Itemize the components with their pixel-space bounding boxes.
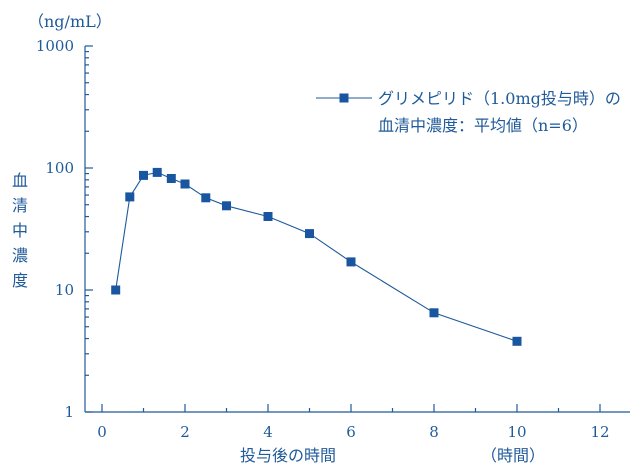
legend-label: 血清中濃度：平均値（n=6） xyxy=(378,116,588,135)
y-tick-label: 100 xyxy=(45,159,74,177)
data-point xyxy=(166,174,176,183)
data-point xyxy=(305,229,314,239)
x-tick-label: 0 xyxy=(97,423,107,441)
x-axis-unit: （時間） xyxy=(481,446,545,465)
x-tick-label: 4 xyxy=(263,423,273,441)
y-axis-label-char: 血 xyxy=(12,171,28,190)
y-axis-label-char: 中 xyxy=(12,221,28,240)
x-tick-label: 10 xyxy=(507,423,526,441)
data-point xyxy=(429,308,439,318)
series-layer xyxy=(111,167,522,346)
y-axis-unit: （ng/mL） xyxy=(28,12,112,31)
series-line xyxy=(115,171,518,342)
y-axis-label: 血清中濃度 xyxy=(12,171,28,290)
y-tick-label: 10 xyxy=(55,281,74,299)
data-point xyxy=(152,167,162,177)
x-tick-label: 12 xyxy=(590,423,609,441)
y-axis-label-char: 度 xyxy=(12,271,28,290)
axes: 1 10 100 1000 0 2 4 6 8 10 12 xyxy=(36,37,630,441)
data-point xyxy=(512,336,522,346)
x-tick-label: 8 xyxy=(429,423,439,441)
legend-marker xyxy=(339,93,349,103)
data-point xyxy=(346,257,356,267)
legend-label: グリメピリド（1.0mg投与時）の xyxy=(378,89,621,108)
data-point xyxy=(222,201,231,211)
y-tick-label: 1 xyxy=(64,403,74,421)
x-tick-label: 2 xyxy=(180,423,190,441)
data-point xyxy=(180,179,190,189)
x-axis-label: 投与後の時間 xyxy=(240,446,336,465)
data-point xyxy=(263,212,273,221)
data-point xyxy=(125,192,135,202)
data-point xyxy=(111,285,121,295)
data-point xyxy=(201,193,211,203)
data-point xyxy=(139,170,148,180)
y-axis-label-char: 濃 xyxy=(12,246,28,265)
y-tick-label: 1000 xyxy=(36,37,74,55)
x-tick-label: 6 xyxy=(346,423,356,441)
y-axis-label-char: 清 xyxy=(12,196,28,215)
